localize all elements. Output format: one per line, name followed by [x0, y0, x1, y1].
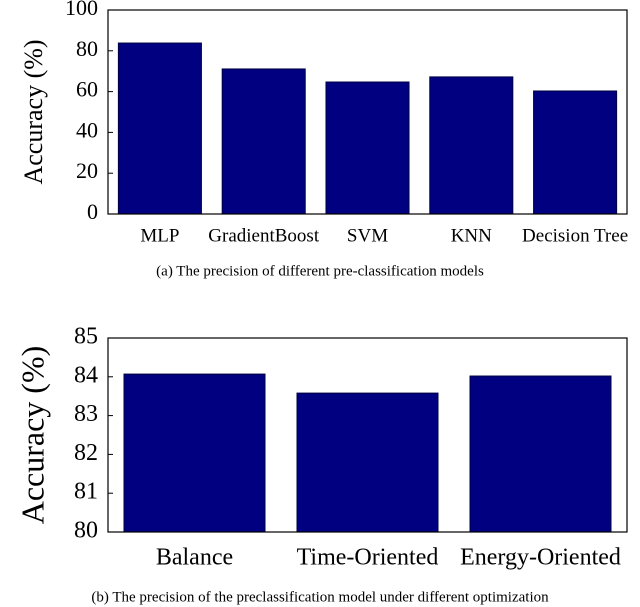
bar — [533, 90, 618, 215]
y-tick-label: 84 — [74, 362, 98, 388]
x-tick-label: Balance — [156, 545, 233, 571]
bar — [221, 68, 306, 215]
bar — [117, 42, 202, 215]
caption: (b) The precision of the preclassificati… — [91, 589, 549, 605]
y-tick-label: 80 — [76, 36, 98, 61]
bar — [429, 76, 514, 215]
caption: (a) The precision of different pre-class… — [156, 263, 484, 279]
x-tick-label: Time-Oriented — [297, 545, 439, 571]
y-tick-label: 60 — [76, 77, 98, 102]
bar — [325, 81, 410, 215]
x-tick-label: KNN — [451, 225, 492, 246]
plot-frame — [107, 337, 628, 533]
x-tick-label: SVM — [347, 225, 388, 246]
y-tick-label: 80 — [74, 518, 98, 544]
y-tick-label: 85 — [74, 324, 98, 350]
y-tick-label: 81 — [74, 479, 98, 505]
y-tick-label: 82 — [74, 440, 98, 466]
y-tick-label: 100 — [65, 0, 98, 20]
bar — [123, 373, 266, 533]
y-axis-label: Accuracy (%) — [19, 39, 48, 184]
y-tick-label: 40 — [76, 117, 98, 142]
x-tick-label: GradientBoost — [208, 225, 320, 246]
y-tick-label: 0 — [87, 199, 98, 224]
x-tick-label: Energy-Oriented — [460, 545, 621, 571]
plot-frame — [107, 9, 628, 215]
y-tick-label: 20 — [76, 158, 98, 183]
y-tick-label: 83 — [74, 401, 98, 427]
y-axis-label: Accuracy (%) — [14, 346, 50, 525]
x-tick-label: Decision Tree — [522, 225, 628, 246]
bar — [469, 375, 612, 533]
x-tick-label: MLP — [140, 225, 179, 246]
bar — [296, 392, 439, 533]
